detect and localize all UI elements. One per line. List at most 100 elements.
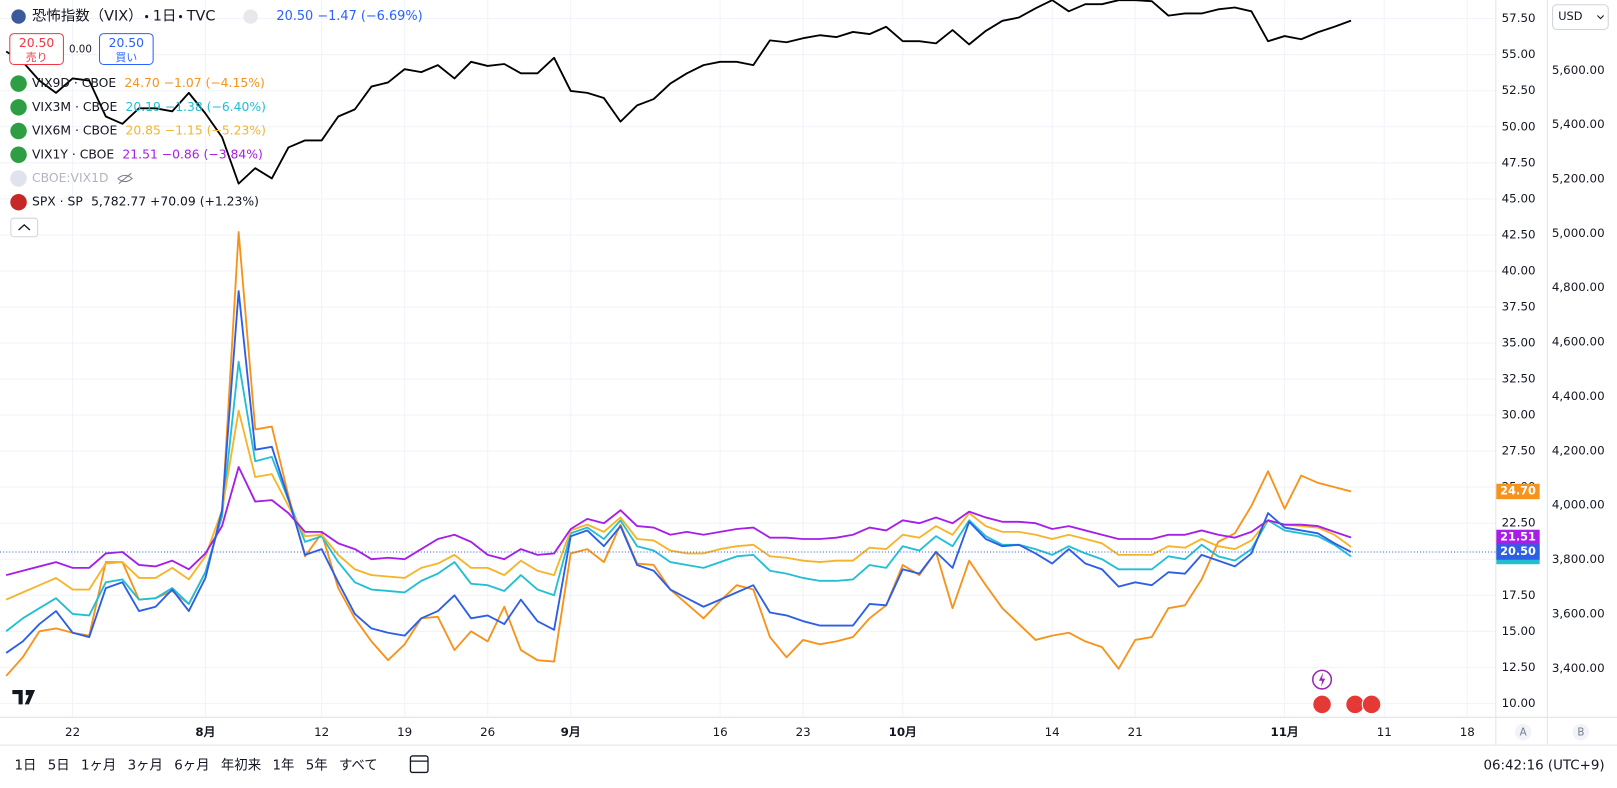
legend-name: SPX · SP — [32, 195, 83, 209]
symbol: 恐怖指数（VIX） — [32, 8, 143, 25]
separator-dot — [145, 15, 149, 19]
x-tick-label: 11月 — [1270, 725, 1298, 739]
range-button[interactable]: 5日 — [48, 758, 70, 773]
collapse-icon — [18, 223, 31, 231]
price-label: 21.51 — [1500, 529, 1536, 543]
x-tick-label: 22 — [65, 725, 80, 739]
clock: 06:42:16 (UTC+9) — [1483, 758, 1604, 773]
legend-quote: 20.85 −1.15 (−5.23%) — [126, 124, 266, 138]
y2-tick-label: 5,000.00 — [1552, 226, 1605, 240]
x-tick-label: 23 — [796, 725, 811, 739]
y-tick-label: 30.00 — [1502, 408, 1536, 422]
y-tick-label: 42.50 — [1502, 227, 1536, 241]
logo — [12, 689, 36, 705]
legend-name: VIX1Y · CBOE — [32, 147, 114, 161]
legend-icon — [10, 193, 27, 211]
y-tick-label: 50.00 — [1502, 119, 1536, 133]
hidden-icon[interactable] — [117, 172, 134, 185]
y2-tick-label: 4,800.00 — [1552, 280, 1605, 294]
y-tick-label: 40.00 — [1502, 263, 1536, 277]
toggle-icon[interactable] — [243, 9, 258, 24]
y-tick-label: 47.50 — [1502, 155, 1536, 169]
event-icon[interactable] — [1312, 694, 1332, 715]
series-line — [5, 360, 1352, 633]
x-tick-label: 10月 — [889, 725, 917, 739]
y2-tick-label: 4,600.00 — [1552, 335, 1605, 349]
series-line — [5, 466, 1352, 576]
y-tick-label: 10.00 — [1502, 696, 1536, 710]
sell-button[interactable] — [9, 33, 64, 66]
range-button[interactable]: 3ヶ月 — [128, 758, 163, 773]
overlay: 恐怖指数（VIX） 1日 TVC 20.50 −1.47 (−6.69%) 20… — [9, 4, 1609, 774]
source: TVC — [186, 9, 216, 25]
header-quote: 20.50 −1.47 (−6.69%) — [276, 9, 422, 24]
y2-tick-label: 5,600.00 — [1552, 63, 1605, 77]
range-button[interactable]: 6ヶ月 — [174, 758, 209, 773]
legend-quote: 5,782.77 +70.09 (+1.23%) — [91, 195, 259, 209]
buy-button[interactable] — [99, 33, 154, 66]
x-tick-label: 14 — [1045, 725, 1060, 739]
flag-icon — [11, 9, 26, 24]
chevron — [1597, 15, 1604, 20]
collapse-button[interactable] — [10, 217, 39, 238]
x-tick-label: 19 — [397, 725, 412, 739]
x-tick-label: 8月 — [195, 725, 215, 739]
range-button[interactable]: 1日 — [14, 758, 36, 773]
legend-icon — [10, 170, 27, 187]
x-tick-label: 9月 — [561, 725, 581, 739]
range-button[interactable]: 5年 — [306, 757, 328, 773]
y2-tick-label: 3,800.00 — [1552, 552, 1605, 566]
plot — [0, 0, 1496, 677]
x-tick-label: 16 — [713, 725, 728, 739]
legend-hidden: CBOE:VIX1D — [32, 171, 109, 185]
legend-quote: 21.51 −0.86 (−3.84%) — [122, 147, 262, 161]
sell-price[interactable]: 20.50 — [19, 36, 55, 50]
y2-tick-label: 3,600.00 — [1552, 606, 1605, 620]
price-label-bg — [1496, 529, 1540, 546]
y2-tick-label: 5,200.00 — [1552, 172, 1605, 186]
range-button[interactable]: 1ヶ月 — [81, 758, 116, 773]
calendar-icon[interactable] — [409, 755, 429, 774]
series-line — [5, 290, 1352, 654]
event-icon[interactable] — [1361, 694, 1382, 715]
event-glyph — [1318, 672, 1326, 687]
sell-label[interactable]: 売り — [26, 51, 48, 64]
y-tick-label: 37.50 — [1502, 299, 1536, 313]
scale-button-bg[interactable] — [1572, 724, 1590, 741]
range-button[interactable]: 1年 — [272, 757, 294, 773]
legend-icon — [10, 146, 27, 163]
legend-name: VIX9D · CBOE — [32, 76, 116, 90]
y-tick-label: 22.50 — [1502, 516, 1536, 530]
scale-button[interactable]: B — [1577, 726, 1584, 738]
currency[interactable]: USD — [1558, 9, 1582, 23]
event-icon[interactable] — [1345, 694, 1365, 715]
y2-tick-label: 4,000.00 — [1552, 498, 1605, 512]
y-tick-label: 32.50 — [1502, 372, 1536, 386]
y-tick-label: 55.00 — [1502, 47, 1536, 61]
price-label-bg — [1496, 544, 1540, 560]
y2-tick-label: 3,400.00 — [1552, 661, 1605, 675]
y2-tick-label: 4,400.00 — [1552, 389, 1605, 403]
buy-price[interactable]: 20.50 — [109, 36, 145, 50]
legend-quote: 20.19 −1.38 (−6.40%) — [126, 100, 266, 114]
y-tick-label: 17.50 — [1502, 588, 1536, 602]
x-tick-label: 18 — [1460, 725, 1475, 739]
buy-label[interactable]: 買い — [116, 51, 138, 64]
price-label: 24.70 — [1500, 483, 1536, 497]
scale-button-bg[interactable] — [1514, 724, 1532, 741]
range-button[interactable]: 年初来 — [221, 757, 261, 773]
spread: 0.00 — [69, 44, 92, 56]
price-label: 20.50 — [1500, 544, 1536, 558]
range-button[interactable]: すべて — [339, 757, 378, 773]
series-line — [5, 409, 1352, 601]
interval: 1日 — [153, 9, 177, 25]
price-label-bg — [1496, 483, 1540, 500]
scale-button[interactable]: A — [1520, 726, 1527, 738]
currency-button[interactable] — [1552, 4, 1609, 30]
x-tick-label: 12 — [314, 725, 329, 739]
y2-tick-label: 4,200.00 — [1552, 443, 1605, 457]
y2-tick-label: 5,400.00 — [1552, 117, 1605, 131]
